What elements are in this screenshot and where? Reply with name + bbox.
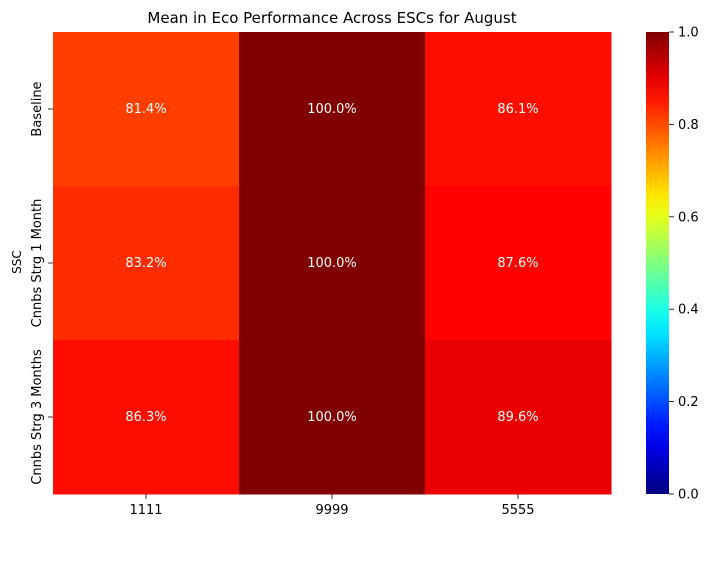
cell-value-label: 81.4% (125, 102, 166, 117)
x-tick-label: 1111 (129, 503, 162, 518)
cell-annotations: 81.4% 100.0% 86.1% 83.2% 100.0% 87.6% 86.3% 100… (125, 102, 538, 425)
x-tick-label: 5555 (501, 503, 534, 518)
x-axis-ticks: 1111 9999 5555 (129, 494, 535, 518)
y-tick-label: Baseline (30, 81, 45, 136)
heatmap-cell (239, 32, 426, 187)
cell-value-label: 86.1% (497, 102, 538, 117)
colorbar-ticks: 0.0 0.2 0.4 0.6 0.8 1.0 (669, 26, 699, 503)
chart-title: Mean in Eco Performance Across ESCs for … (147, 9, 516, 27)
cell-value-label: 89.6% (497, 410, 538, 425)
colorbar (646, 32, 669, 494)
colorbar-tick-label: 0.6 (678, 210, 699, 225)
x-tick-label: 9999 (315, 503, 348, 518)
heatmap-cell (425, 340, 612, 495)
y-axis-label: SSC (10, 250, 24, 274)
y-axis-ticks: Baseline Cnnbs Strg 1 Month Cnnbs Strg 3 M… (30, 81, 53, 485)
colorbar-tick-label: 0.0 (678, 488, 699, 503)
heatmap-cell (425, 32, 612, 187)
cell-value-label: 87.6% (497, 256, 538, 271)
heatmap-cell (53, 340, 240, 495)
heatmap-cells (53, 32, 612, 495)
cell-value-label: 83.2% (125, 256, 166, 271)
colorbar-tick-label: 0.2 (678, 395, 699, 410)
heatmap-cell (239, 340, 426, 495)
cell-value-label: 86.3% (125, 410, 166, 425)
cell-value-label: 100.0% (307, 102, 357, 117)
cell-value-label: 100.0% (307, 410, 357, 425)
heatmap-cell (239, 186, 426, 341)
y-tick-label: Cnnbs Strg 1 Month (30, 199, 45, 328)
colorbar-tick-label: 0.8 (678, 118, 699, 133)
y-tick-label: Cnnbs Strg 3 Months (30, 349, 45, 485)
heatmap-cell (425, 186, 612, 341)
heatmap-cell (53, 32, 240, 187)
cell-value-label: 100.0% (307, 256, 357, 271)
heatmap-cell (53, 186, 240, 341)
colorbar-tick-label: 1.0 (678, 26, 699, 41)
colorbar-tick-label: 0.4 (678, 303, 699, 318)
